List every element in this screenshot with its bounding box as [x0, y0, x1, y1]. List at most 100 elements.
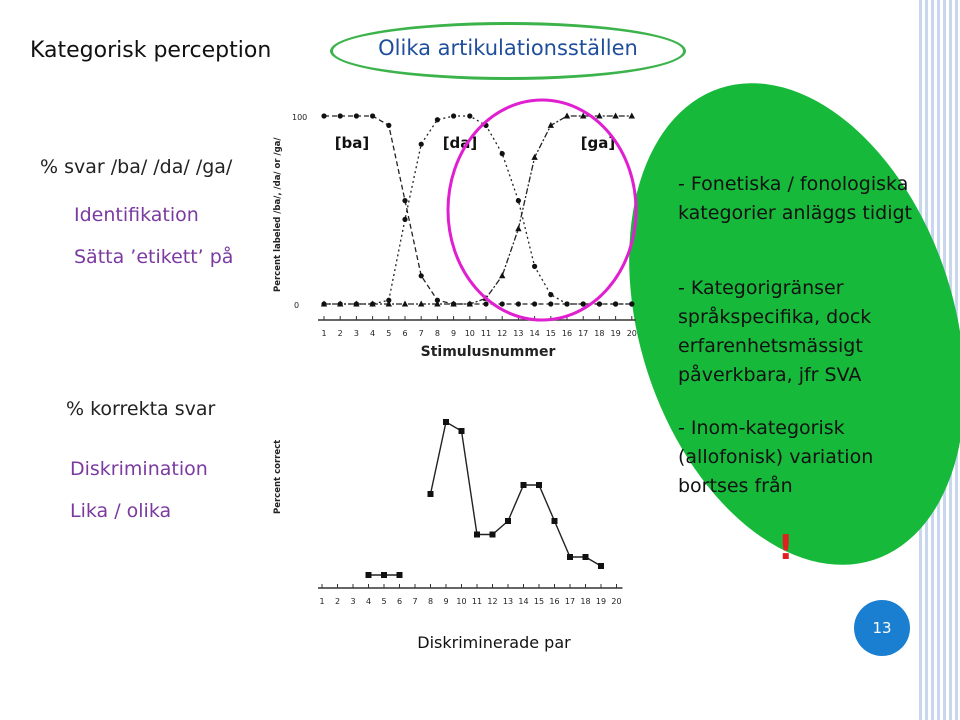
data-point [582, 554, 589, 560]
x-tick-label: 6 [402, 329, 407, 338]
data-point [386, 122, 392, 128]
data-point [365, 572, 372, 578]
data-point [434, 297, 440, 303]
x-tick-label: 9 [451, 329, 456, 338]
data-point [386, 297, 392, 303]
data-point [499, 151, 505, 157]
note-line: (allofonisk) variation [678, 446, 874, 468]
x-tick-label: 4 [370, 329, 375, 338]
data-point [385, 300, 392, 307]
identification-chart: 1 2 3 4 5 6 7 8 9 10 11 12 13 14 15 16 17 18 19 201000Perce… [273, 112, 637, 360]
x-tick-label: 10 [456, 597, 466, 606]
data-point [369, 300, 376, 307]
data-point [466, 300, 473, 307]
x-tick-label: 7 [419, 329, 424, 338]
data-point [434, 300, 441, 307]
x-tick-label: 5 [381, 597, 386, 606]
x-tick-label: 12 [487, 597, 497, 606]
x-tick-label: 1 [321, 329, 326, 338]
data-point [353, 300, 360, 307]
ident-label: Identifikation [74, 204, 199, 226]
x-tick-label: 4 [366, 597, 371, 606]
data-point [337, 300, 344, 307]
data-point [434, 117, 440, 123]
data-point [564, 301, 570, 307]
data-point [337, 113, 343, 119]
data-point [531, 153, 538, 160]
x-tick-label: 19 [596, 597, 606, 606]
data-point [520, 482, 527, 488]
x-axis-label: Diskriminerade par [417, 633, 571, 652]
y-axis-label: Percent labeled /ba/, /da/ or /ga/ [273, 137, 283, 292]
data-point [381, 572, 387, 578]
data-point [499, 301, 505, 307]
data-point [474, 531, 480, 538]
data-point [499, 272, 506, 279]
notes-text: - Fonetiska / fonologiska kategorier anl… [678, 170, 913, 501]
data-point [580, 301, 586, 307]
highlight-circle [446, 98, 638, 322]
note-line: - Kategorigränser [678, 277, 844, 299]
category-label: [ba] [335, 134, 370, 152]
data-point [418, 273, 424, 279]
series-line [429, 420, 602, 567]
x-tick-label: 11 [481, 329, 491, 338]
x-tick-label: 19 [611, 329, 621, 338]
note-line: erfarenhetsmässigt [678, 335, 863, 357]
discr-heading: % korrekta svar [66, 398, 216, 420]
data-point [467, 113, 473, 119]
data-point [320, 300, 328, 307]
data-point [613, 301, 619, 307]
x-tick-label: 8 [428, 597, 433, 606]
x-tick-label: 7 [412, 597, 417, 606]
x-tick-label: 15 [534, 597, 544, 606]
x-tick-label: 17 [565, 597, 575, 606]
data-point [532, 263, 538, 269]
data-point [551, 518, 558, 524]
data-point [548, 301, 554, 307]
data-point [505, 518, 511, 524]
x-tick-label: 18 [580, 597, 590, 606]
x-axis-label: Stimulusnummer [421, 344, 556, 360]
data-point [401, 300, 409, 307]
note-line: - Fonetiska / fonologiska [678, 173, 909, 195]
category-label: [da] [443, 134, 478, 152]
data-point [353, 113, 359, 119]
page-number-badge: 13 [854, 600, 910, 656]
x-tick-label: 1 [319, 597, 324, 606]
x-tick-label: 2 [338, 329, 343, 338]
category-label: [ga] [581, 134, 616, 152]
data-point [418, 300, 425, 307]
note-line: - Inom-kategorisk [678, 417, 845, 439]
data-point [580, 112, 587, 119]
x-tick-label: 20 [611, 597, 621, 606]
discr-sub: Lika / olika [70, 500, 172, 522]
y-tick-label: 0 [294, 301, 299, 310]
x-tick-label: 11 [472, 597, 482, 606]
data-point [370, 113, 376, 119]
data-point [598, 563, 604, 569]
data-point [483, 301, 489, 307]
data-point [515, 225, 522, 232]
data-point [418, 141, 424, 147]
x-tick-label: 16 [549, 597, 559, 606]
x-tick-label: 8 [435, 329, 440, 338]
data-point [427, 491, 434, 497]
oval-outline [330, 22, 686, 80]
x-tick-label: 14 [518, 597, 528, 606]
data-point [547, 121, 554, 128]
x-tick-label: 14 [530, 329, 540, 338]
x-tick-label: 13 [513, 329, 523, 338]
x-tick-label: 6 [397, 597, 402, 606]
x-tick-label: 5 [386, 329, 391, 338]
note-line: kategorier anläggs tidigt [678, 202, 913, 224]
data-point [628, 112, 635, 119]
data-point [451, 113, 457, 119]
note-line: språkspecifika, dock [678, 306, 872, 328]
x-tick-label: 2 [335, 597, 340, 606]
series-line [324, 115, 632, 305]
exclamation-mark: ! [778, 528, 794, 568]
data-point [612, 112, 619, 119]
ident-heading: % svar /ba/ /da/ /ga/ [40, 156, 233, 178]
